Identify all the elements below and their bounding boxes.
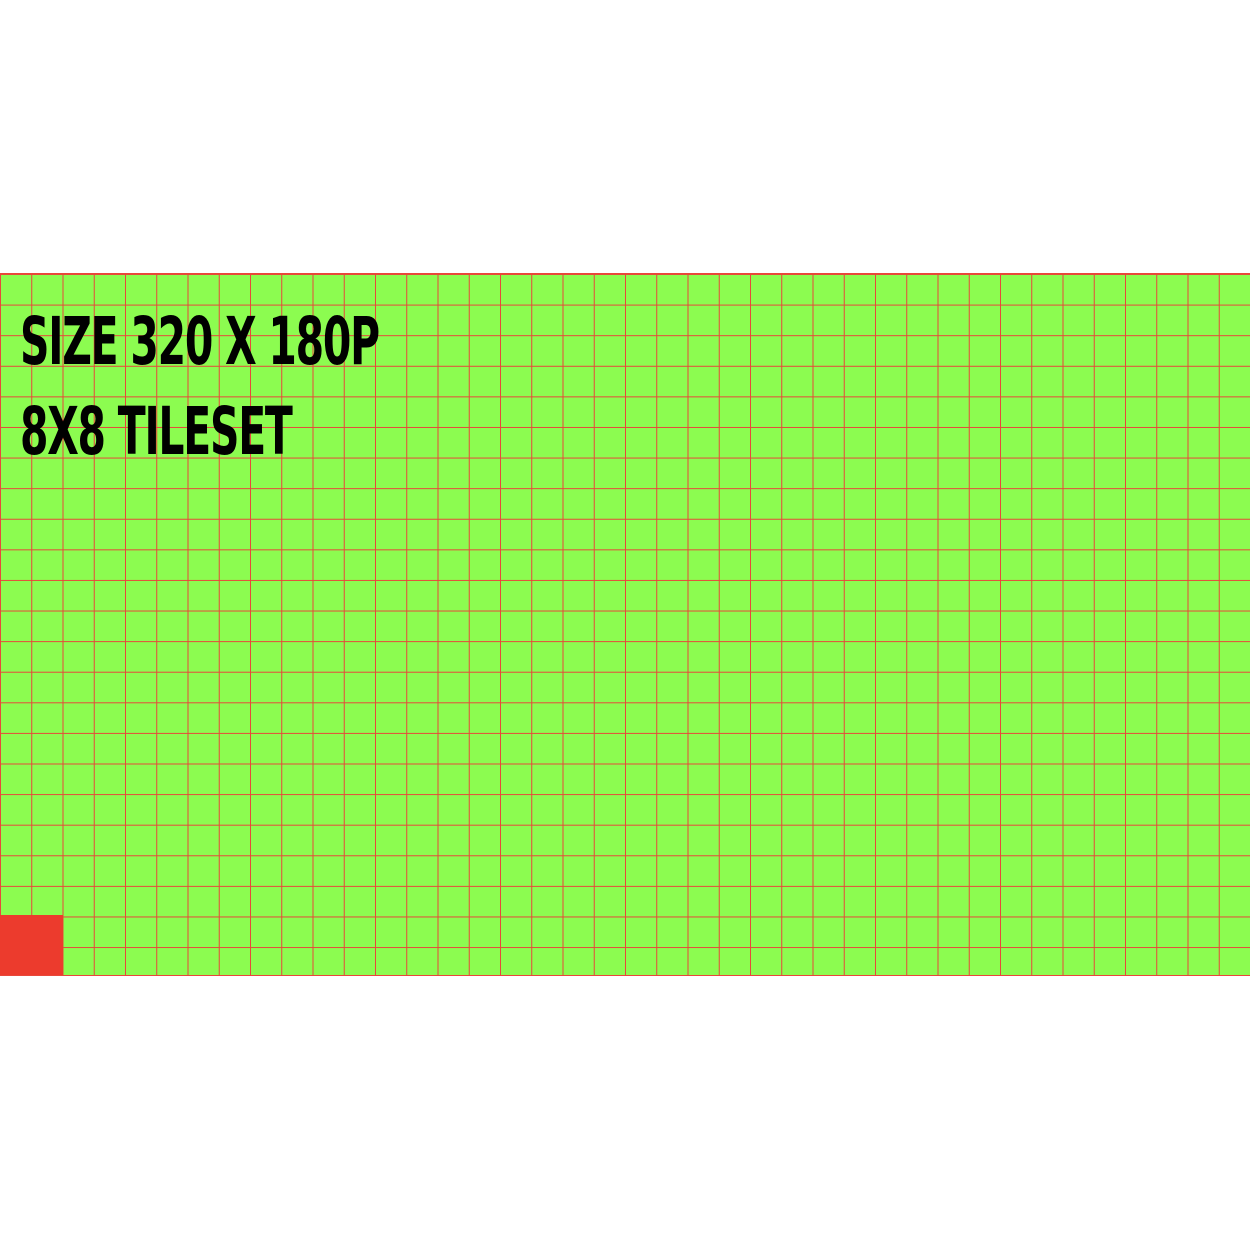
selected-tile[interactable] (0, 915, 63, 975)
tileset-label: 8X8 TILESET (20, 393, 293, 470)
resolution-label: SIZE 320 X 180P (20, 303, 380, 380)
tile-grid[interactable]: SIZE 320 X 180P 8X8 TILESET (0, 273, 1250, 976)
